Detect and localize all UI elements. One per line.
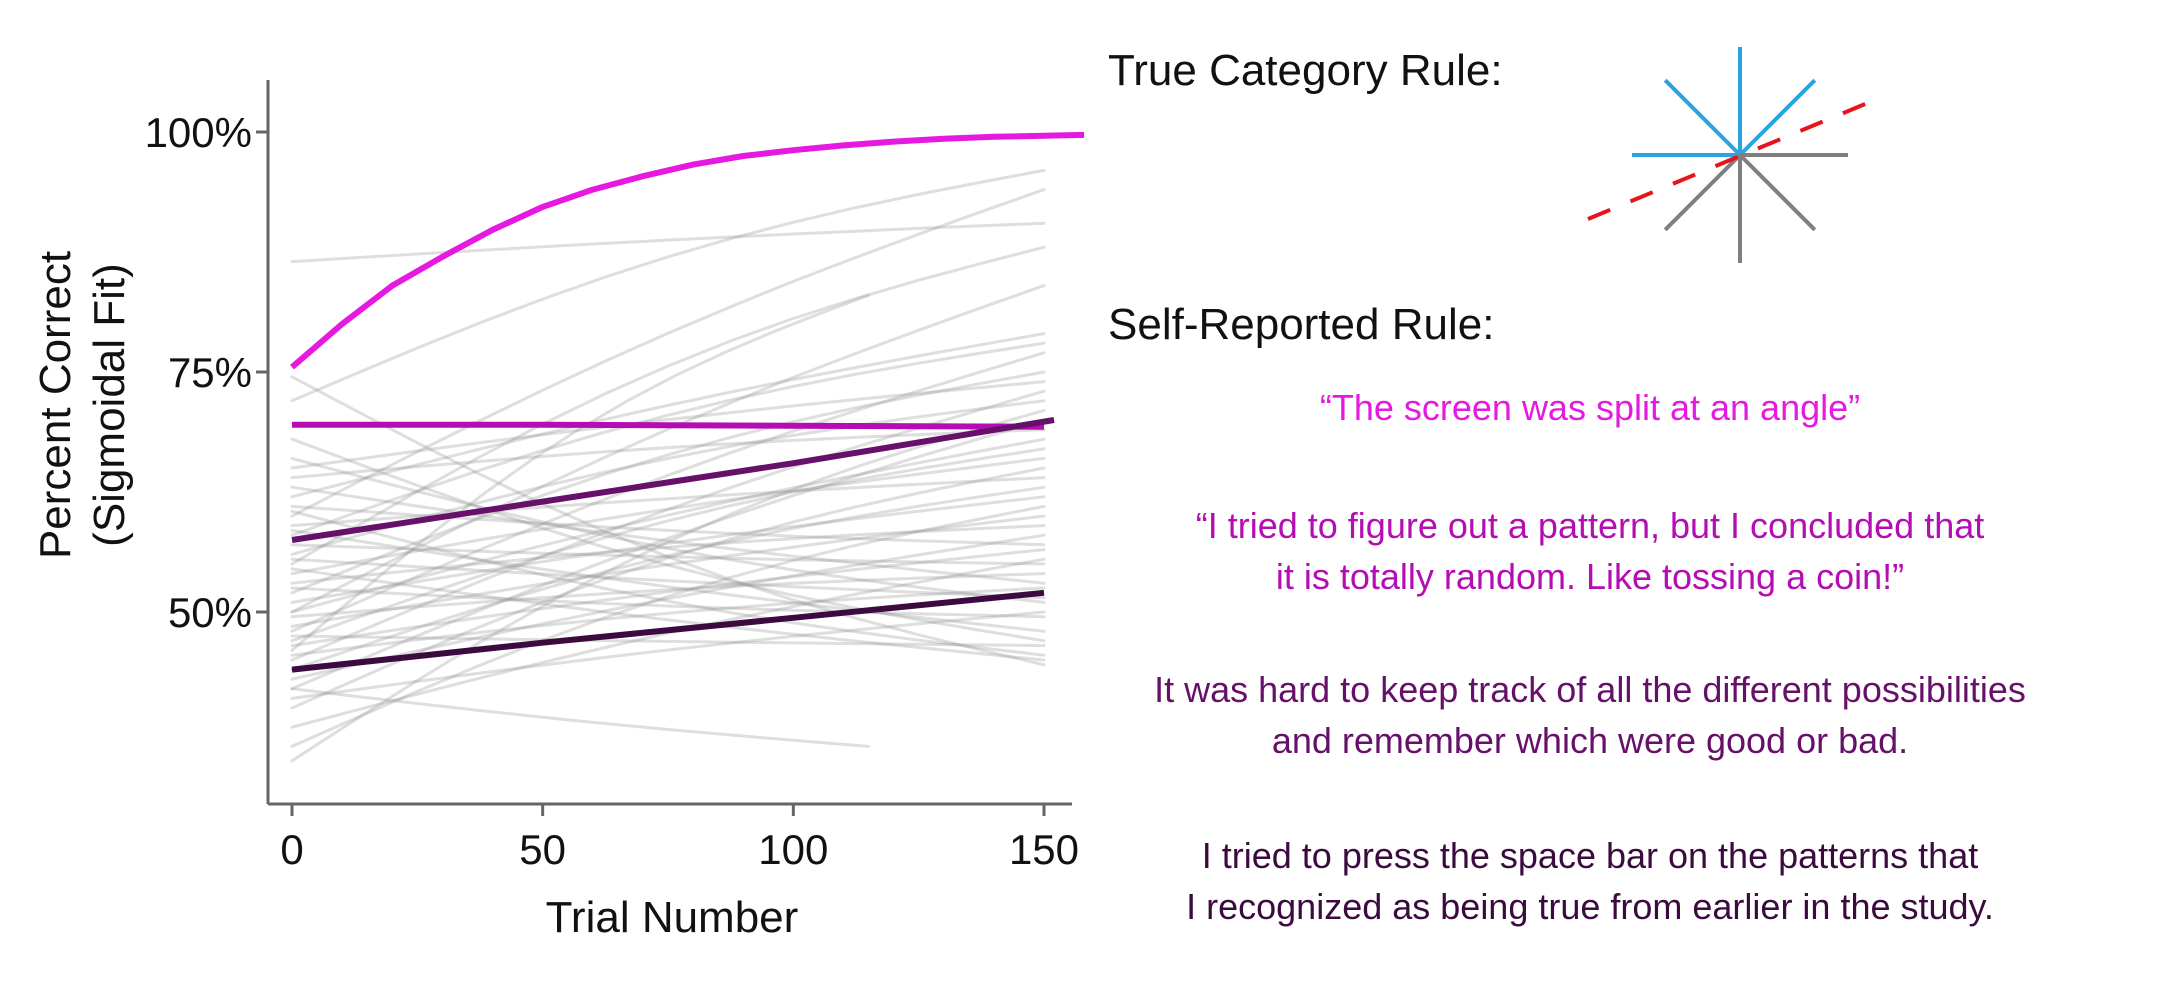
quote-2: “I tried to figure out a pattern, but I … [1195,505,1985,597]
background-series-line [290,567,1046,662]
background-series-line [290,188,1046,518]
x-axis-label: Trial Number [546,893,799,942]
background-series-line [290,514,1046,628]
background-series-line [290,456,1046,576]
background-series-group [290,168,1046,763]
background-series-line [290,634,1046,648]
background-series-line [290,557,1046,600]
rule-icon-blue-rays [1632,47,1817,157]
background-series-line [290,466,1046,710]
quote-3: It was hard to keep track of all the dif… [1154,669,2026,761]
background-series-line [290,533,1046,681]
background-series-line [290,548,1046,648]
background-series-line [290,476,1046,528]
y-tick-label: 75% [168,349,252,396]
background-series-line [290,370,1046,595]
rule-ray-blue [1663,78,1742,157]
highlighted-series-group [290,131,1085,673]
background-series-line [290,418,1046,691]
rule-ray-blue [1738,78,1817,157]
background-series-line [290,504,1046,547]
y-tick-group: 50% 75% 100% [145,109,268,636]
background-series-line [290,341,1046,537]
background-series-line [290,221,1046,264]
rule-icon-gray-rays [1663,153,1848,263]
y-tick-label: 50% [168,589,252,636]
background-series-line [290,485,1046,585]
background-series-line [290,485,1046,672]
background-series-line [290,168,1046,403]
rule-ray-gray [1663,153,1742,232]
y-axis-label-line2: (Sigmoidal Fit) [85,263,134,547]
highlighted-series-line-1 [290,131,1085,370]
rule-icon-red-dashed-boundary [1587,95,1883,221]
background-series-line [290,572,1046,619]
x-tick-group: 0 50 100 150 [280,804,1079,873]
x-tick-label: 50 [519,826,566,873]
background-series-line [290,447,1046,643]
x-tick-label: 100 [758,826,828,873]
category-rule-icon [1587,47,1883,263]
background-series-line [290,528,1046,633]
background-series-line [290,524,1046,585]
background-series-line [290,332,1046,499]
background-series-line [290,284,1046,614]
true-rule-heading: True Category Rule: [1108,46,1503,95]
background-series-line [290,408,1046,763]
background-series-line [290,504,1046,748]
x-tick-label: 0 [280,826,303,873]
background-series-line [290,495,1046,604]
background-series-line [290,428,1046,480]
quote-1: “The screen was split at an angle” [1319,387,1861,428]
y-axis-label-line1: Percent Correct [31,251,80,559]
chart-svg: 0 50 100 150 50% 75% 100% Trial Number Percen… [31,80,1085,942]
background-series-line [290,380,1046,470]
x-tick-label: 150 [1009,826,1079,873]
background-series-line [290,437,1046,614]
self-reported-heading: Self-Reported Rule: [1108,300,1495,349]
rule-ray-gray [1738,153,1817,232]
background-series-line [290,437,1046,643]
background-series-line [290,245,1046,566]
y-tick-label: 100% [145,109,252,156]
background-series-line [290,509,1046,657]
background-series-line [290,687,870,748]
quote-4: I tried to press the space bar on the pa… [1186,835,1994,927]
background-series-line [290,456,1046,604]
background-series-line [290,351,1046,633]
background-series-line [290,375,1046,667]
background-series-line [290,610,1046,700]
background-series-line [290,293,870,652]
background-series-line [290,586,1046,657]
background-series-line [290,586,1046,619]
highlighted-series-line-3 [291,417,1055,543]
highlighted-series-line-2 [292,421,1045,430]
rule-boundary-line [1587,95,1883,221]
highlighted-series-line-4 [291,589,1045,673]
background-series-line [290,543,1046,566]
